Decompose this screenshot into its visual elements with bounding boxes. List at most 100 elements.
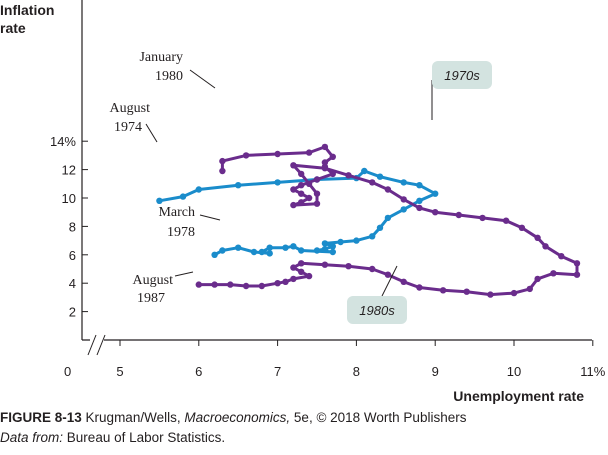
data-point-1970s bbox=[274, 179, 281, 186]
data-point-1970s bbox=[400, 206, 407, 213]
data-point-1980s bbox=[290, 264, 297, 271]
data-point-1970s bbox=[211, 251, 218, 258]
data-point-1980s bbox=[290, 186, 297, 193]
data-point-1970s bbox=[376, 224, 384, 231]
data-point-1970s bbox=[400, 179, 407, 186]
data-point-1970s bbox=[337, 238, 344, 246]
data-point-1980s bbox=[384, 186, 392, 193]
origin-label: 0 bbox=[64, 364, 71, 379]
y-tick-label: 14% bbox=[50, 134, 76, 149]
annotation-august-1987: August 1987 bbox=[133, 273, 174, 306]
data-point-1980s bbox=[432, 209, 439, 216]
data-point-1980s bbox=[298, 190, 305, 197]
x-tick-label: 9 bbox=[432, 364, 439, 379]
data-point-1970s bbox=[416, 182, 423, 189]
data-point-1970s bbox=[219, 247, 226, 254]
svg-text:1987: 1987 bbox=[137, 291, 165, 306]
data-point-1980s bbox=[329, 170, 336, 178]
y-axis-ticks: 2 4 6 8 10 12 14% bbox=[50, 134, 88, 320]
data-point-1980s bbox=[369, 265, 376, 273]
data-point-1980s bbox=[526, 285, 533, 293]
data-point-1980s bbox=[400, 196, 407, 203]
data-point-1970s bbox=[329, 248, 336, 256]
caption-publisher: 5e, © 2018 Worth Publishers bbox=[293, 410, 467, 425]
data-point-1980s bbox=[573, 271, 581, 278]
data-point-1980s bbox=[534, 275, 541, 283]
series-1980s bbox=[195, 143, 581, 298]
data-point-1980s bbox=[290, 162, 297, 169]
data-point-1980s bbox=[305, 194, 313, 202]
data-point-1970s bbox=[179, 193, 187, 200]
data-point-1980s bbox=[321, 165, 329, 172]
data-point-1970s bbox=[321, 245, 329, 253]
data-point-1980s bbox=[298, 170, 305, 178]
series-line-1970s bbox=[157, 169, 437, 257]
annotation-january-1980: January 1980 bbox=[139, 50, 183, 84]
data-point-1980s bbox=[321, 261, 329, 268]
svg-text:1970s: 1970s bbox=[444, 68, 480, 83]
data-point-1980s bbox=[305, 272, 313, 280]
series-1970s bbox=[156, 167, 439, 258]
svg-text:January: January bbox=[139, 50, 183, 65]
data-point-1980s bbox=[369, 179, 376, 186]
caption-authors: Krugman/Wells, bbox=[85, 410, 181, 425]
data-point-1970s bbox=[290, 243, 297, 250]
x-tick-label: 5 bbox=[116, 364, 123, 379]
data-point-1980s bbox=[274, 280, 281, 287]
annotation-march-1978: March 1978 bbox=[158, 205, 195, 240]
data-point-1970s bbox=[235, 244, 242, 251]
data-point-1980s bbox=[219, 157, 226, 165]
data-point-1980s bbox=[305, 149, 313, 156]
data-point-1980s bbox=[479, 214, 486, 222]
figure-label: FIGURE 8-13 bbox=[0, 410, 82, 425]
data-point-1970s bbox=[258, 248, 265, 256]
data-point-1980s bbox=[242, 152, 250, 159]
x-axis-ticks: 5 6 7 8 9 10 11% bbox=[116, 340, 606, 379]
data-point-1970s bbox=[313, 247, 321, 254]
svg-text:August: August bbox=[133, 273, 174, 288]
y-tick-label: 10 bbox=[62, 191, 76, 206]
data-point-1980s bbox=[534, 234, 541, 241]
y-tick-label: 2 bbox=[69, 305, 76, 320]
data-point-1980s bbox=[487, 291, 494, 298]
data-point-1980s bbox=[384, 271, 392, 278]
y-tick-label: 4 bbox=[69, 276, 76, 291]
data-point-1980s bbox=[400, 278, 407, 285]
data-point-1980s bbox=[242, 282, 250, 290]
svg-text:March: March bbox=[158, 205, 195, 220]
data-point-1980s bbox=[227, 281, 234, 288]
caption-source-label: Data from: bbox=[0, 430, 64, 445]
data-point-1970s bbox=[266, 250, 273, 257]
caption-book-title: Macroeconomics, bbox=[184, 410, 291, 425]
callout-1970s: 1970s bbox=[432, 61, 492, 89]
data-point-1980s bbox=[211, 281, 218, 288]
data-point-1980s bbox=[345, 172, 352, 179]
data-point-1980s bbox=[305, 180, 313, 187]
x-tick-label: 6 bbox=[195, 364, 202, 379]
data-point-1980s bbox=[195, 281, 202, 288]
data-point-1980s bbox=[345, 263, 352, 270]
data-point-1980s bbox=[313, 200, 321, 207]
data-point-1970s bbox=[235, 182, 242, 189]
data-point-1980s bbox=[313, 176, 321, 183]
data-point-1980s bbox=[550, 270, 557, 277]
data-point-1970s bbox=[416, 197, 423, 204]
y-axis-title-line2: rate bbox=[0, 20, 26, 36]
data-point-1980s bbox=[290, 201, 297, 209]
data-point-1970s bbox=[329, 243, 336, 250]
y-tick-label: 12 bbox=[62, 163, 76, 178]
data-point-1980s bbox=[510, 289, 518, 297]
x-tick-label: 7 bbox=[274, 364, 281, 379]
data-point-1980s bbox=[463, 288, 470, 295]
data-point-1970s bbox=[250, 248, 258, 256]
series-layer bbox=[156, 143, 581, 298]
data-point-1980s bbox=[502, 217, 510, 224]
data-point-1980s bbox=[542, 243, 549, 250]
data-point-1980s bbox=[329, 153, 336, 160]
caption-source: Bureau of Labor Statistics. bbox=[66, 430, 226, 445]
data-point-1980s bbox=[298, 260, 305, 267]
data-point-1980s bbox=[258, 282, 265, 290]
data-point-1980s bbox=[219, 167, 226, 175]
data-point-1970s bbox=[376, 173, 384, 180]
svg-text:1980: 1980 bbox=[155, 69, 183, 84]
